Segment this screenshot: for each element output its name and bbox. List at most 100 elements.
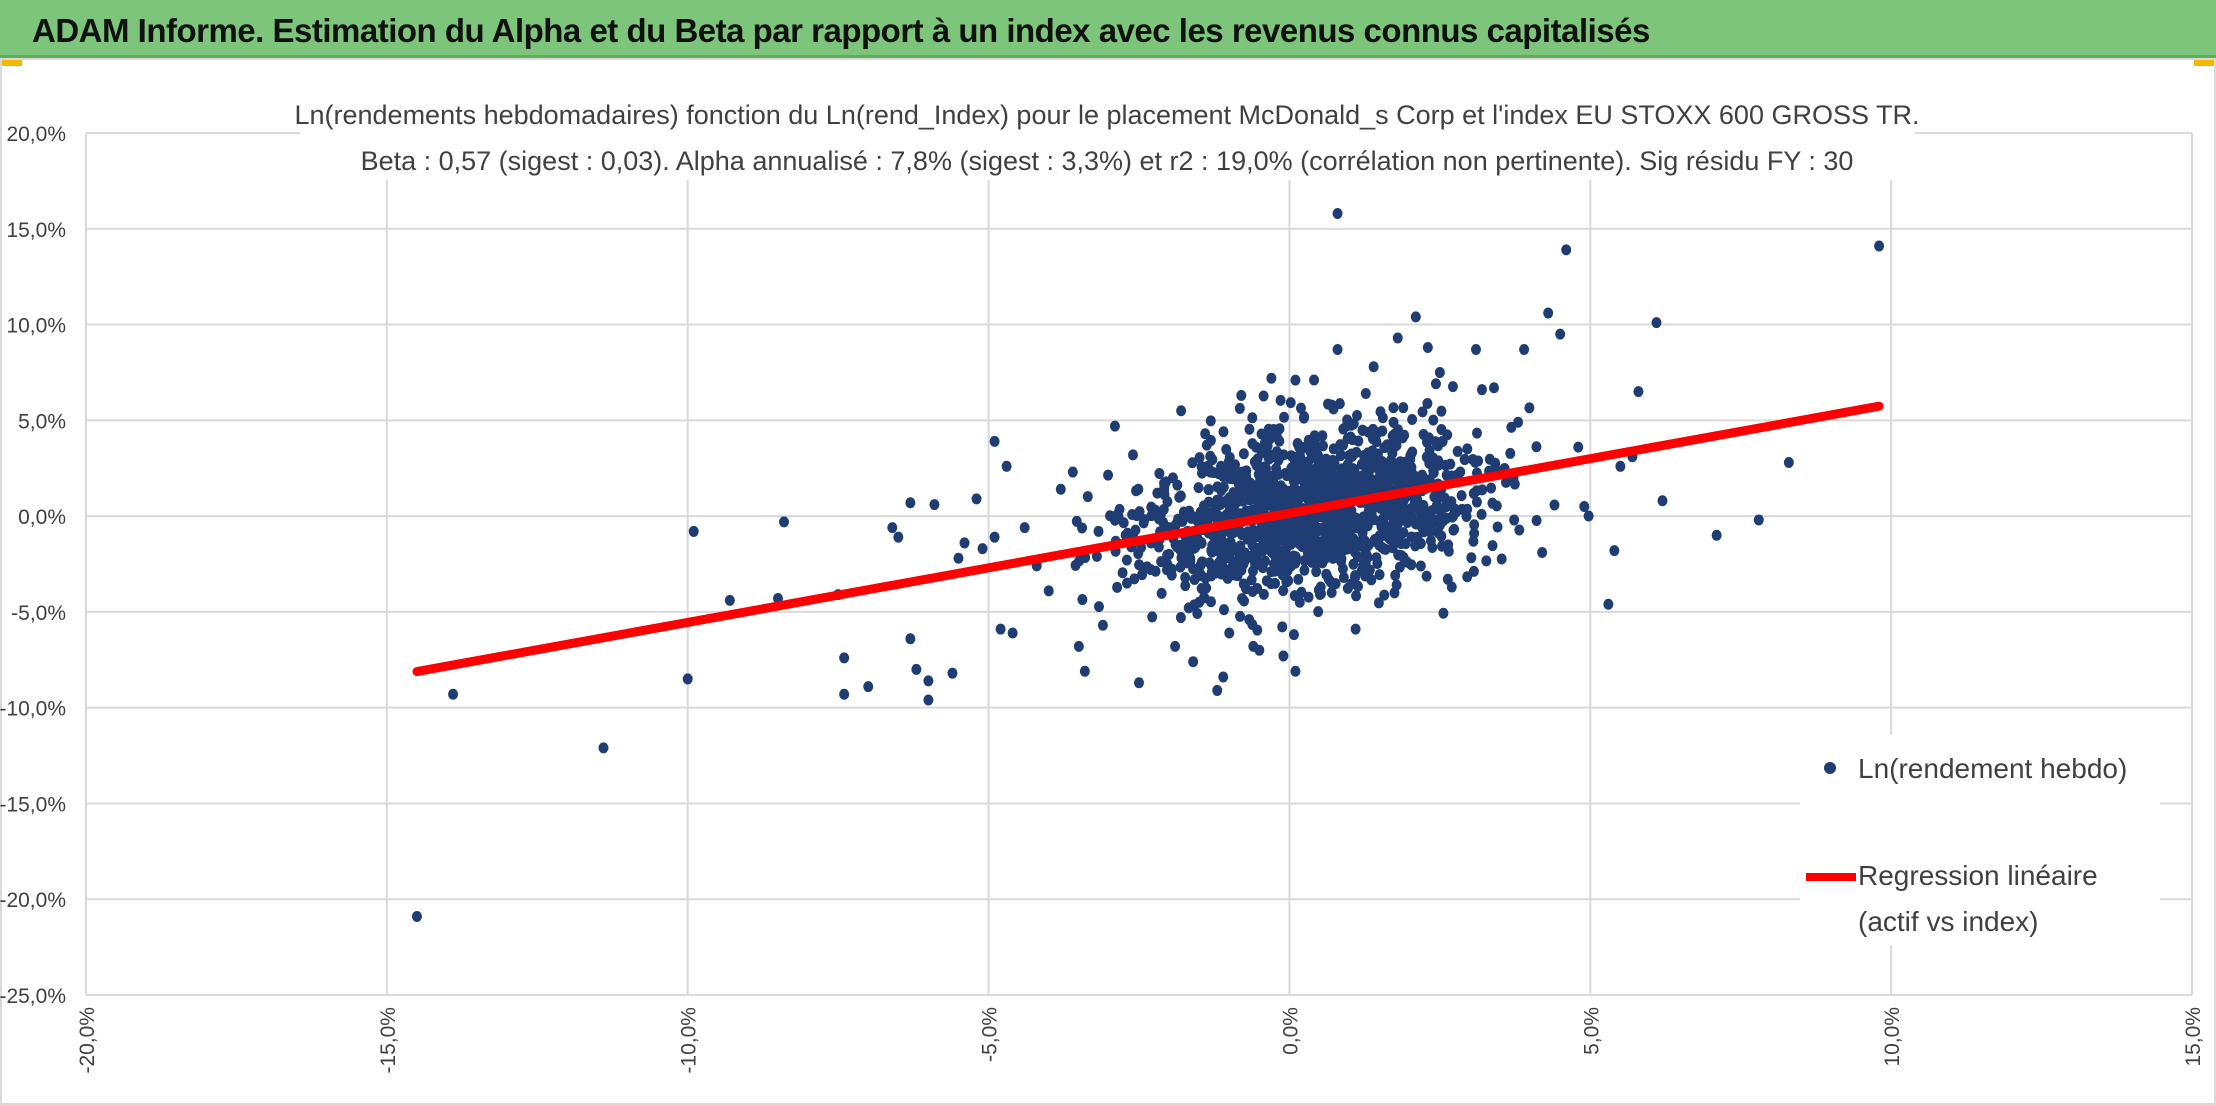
data-point [724, 594, 735, 606]
x-tick-label: -10,0% [678, 1007, 701, 1074]
data-point [1481, 555, 1492, 567]
data-point [1097, 619, 1108, 631]
x-tick-label: 0,0% [1279, 1007, 1302, 1055]
data-point [1256, 446, 1267, 458]
y-tick-label: 20,0% [6, 123, 66, 146]
data-point [1407, 413, 1418, 425]
data-point [1338, 480, 1349, 492]
data-point [1299, 555, 1310, 567]
data-point [1170, 640, 1181, 652]
data-point [1289, 473, 1300, 485]
data-point [1537, 547, 1548, 559]
corner-accent-left [0, 58, 22, 66]
data-point [1127, 449, 1138, 461]
data-point [1348, 558, 1359, 570]
data-point [1342, 458, 1353, 470]
data-point [1447, 381, 1458, 393]
data-point [1238, 552, 1249, 564]
data-point [1352, 409, 1363, 421]
y-tick-label: 0,0% [18, 506, 66, 529]
data-point [1371, 552, 1382, 564]
data-point [1055, 483, 1066, 495]
data-point [1354, 472, 1365, 484]
chart-title-line1: Ln(rendements hebdomadaires) fonction du… [294, 100, 1919, 130]
data-point [1262, 434, 1273, 446]
data-point [887, 522, 898, 534]
data-point [1289, 590, 1300, 602]
data-point [1332, 343, 1343, 355]
data-point [923, 675, 934, 687]
data-point [1524, 402, 1535, 414]
data-point [1001, 460, 1012, 472]
data-point [1275, 480, 1286, 492]
data-point [1390, 569, 1401, 581]
data-point [1394, 561, 1405, 573]
data-point [1353, 435, 1364, 447]
regression-line-group [412, 401, 1884, 677]
data-point [1436, 540, 1447, 552]
data-point [1235, 610, 1246, 622]
y-tick-label: -10,0% [0, 698, 66, 721]
data-point [1285, 397, 1296, 409]
data-point [1205, 450, 1216, 462]
data-point [1224, 627, 1235, 639]
data-point [1275, 394, 1286, 406]
data-point [1486, 482, 1497, 494]
data-point [1218, 470, 1229, 482]
data-point [1491, 500, 1502, 512]
data-point [1134, 677, 1144, 689]
data-point [1313, 584, 1324, 596]
data-point [1615, 460, 1626, 472]
data-point [1206, 561, 1217, 573]
data-point [1317, 440, 1328, 452]
data-point [1270, 577, 1281, 589]
data-point [1379, 522, 1390, 534]
data-point [1176, 405, 1187, 417]
data-point [1468, 565, 1479, 577]
data-point [1422, 342, 1433, 354]
data-point [1470, 343, 1481, 355]
data-point [1321, 453, 1332, 465]
data-point [1269, 493, 1280, 505]
data-point [1388, 402, 1399, 414]
data-point [947, 667, 958, 679]
data-point [1193, 482, 1204, 494]
data-point [1352, 522, 1363, 534]
data-point [1146, 501, 1157, 513]
y-axis-ticks: -25,0% -20,0% -15,0% -10,0% -5,0% 0,0% 5,0% 10,… [0, 123, 66, 1008]
data-point [1205, 415, 1216, 427]
data-point [1206, 596, 1217, 608]
data-point [1379, 589, 1390, 601]
data-point [1162, 549, 1173, 561]
data-point [1251, 459, 1262, 471]
data-point [1357, 424, 1368, 436]
data-point [1334, 398, 1345, 410]
data-point [1187, 457, 1198, 469]
data-point [1484, 453, 1495, 465]
data-point [1345, 513, 1356, 525]
data-point [1437, 435, 1448, 447]
data-point [1461, 510, 1472, 522]
y-tick-label: 15,0% [6, 219, 66, 242]
data-point [1156, 556, 1167, 568]
data-point [1375, 406, 1386, 418]
data-point [1375, 464, 1386, 476]
data-point [1279, 411, 1290, 423]
data-point [1171, 541, 1182, 553]
data-point [1312, 479, 1323, 491]
data-point [1367, 433, 1378, 445]
data-point [863, 681, 874, 693]
data-point [1519, 343, 1530, 355]
data-point [1274, 423, 1285, 435]
data-point [1093, 601, 1104, 613]
x-tick-label: 5,0% [1580, 1007, 1603, 1055]
data-point [1573, 441, 1584, 453]
data-point [1251, 552, 1262, 564]
data-point [1476, 508, 1487, 520]
data-point [1137, 569, 1148, 581]
data-point [1218, 604, 1229, 616]
data-point [1783, 456, 1794, 468]
x-tick-label: -15,0% [377, 1007, 400, 1074]
data-point [1238, 448, 1249, 460]
y-tick-label: -5,0% [11, 602, 66, 625]
